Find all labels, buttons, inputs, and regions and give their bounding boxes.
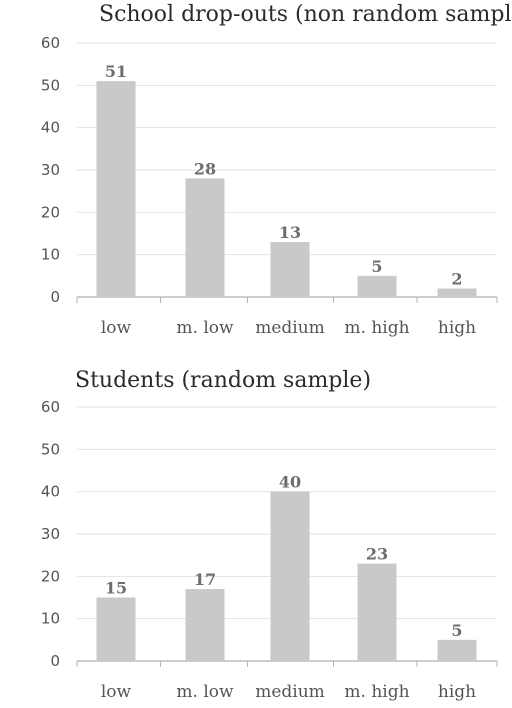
category-label: m. low [176,318,234,338]
y-tick-label: 50 [41,76,60,94]
bar-medium [270,241,310,297]
category-label: m. low [176,682,234,702]
y-tick-label: 40 [41,119,60,137]
category-label: m. high [344,318,409,338]
category-label: medium [255,682,325,702]
bar-high [437,639,477,661]
data-label: 13 [279,223,301,242]
category-label: high [438,682,476,702]
chart-students: Students (random sample) 0 10 20 30 40 50 60 15… [0,364,512,704]
bar-low [96,597,136,661]
y-tick-label: 20 [41,567,60,585]
y-tick-label: 60 [41,398,60,416]
y-tick-label: 10 [41,246,60,264]
data-label: 51 [105,62,127,81]
data-label: 5 [371,257,382,276]
category-label: high [438,318,476,338]
bar-m-high [357,275,397,297]
y-tick-label: 20 [41,203,60,221]
data-label: 5 [451,621,462,640]
chart-plot-area: 0 10 20 30 40 50 60 51 low 28 m. low 13 medium 5 m. hi… [41,34,498,338]
y-tick-label: 30 [41,525,60,543]
bar-high [437,288,477,297]
chart-title: School drop-outs (non random sample) [99,2,512,27]
bar-low [96,81,136,297]
bar-m-high [357,563,397,661]
data-label: 2 [451,270,462,289]
y-tick-label: 40 [41,483,60,501]
y-tick-label: 10 [41,610,60,628]
category-label: low [101,682,132,702]
category-label: medium [255,318,325,338]
bar-m-low [185,178,225,297]
chart-title: Students (random sample) [75,368,372,393]
y-tick-label: 30 [41,161,60,179]
chart-plot-area: 0 10 20 30 40 50 60 15 low 17 m. low 40 medium 23 m. h… [41,398,498,702]
y-tick-label: 0 [50,288,60,306]
data-label: 40 [279,473,301,492]
data-label: 17 [194,570,216,589]
data-label: 23 [366,545,388,564]
bar-medium [270,491,310,661]
chart-school-dropouts: School drop-outs (non random sample) 0 10… [0,0,512,340]
y-tick-label: 0 [50,652,60,670]
category-label: low [101,318,132,338]
y-tick-label: 50 [41,440,60,458]
category-label: m. high [344,682,409,702]
data-label: 28 [194,159,216,178]
bar-m-low [185,589,225,661]
y-tick-label: 60 [41,34,60,52]
data-label: 15 [105,579,127,598]
